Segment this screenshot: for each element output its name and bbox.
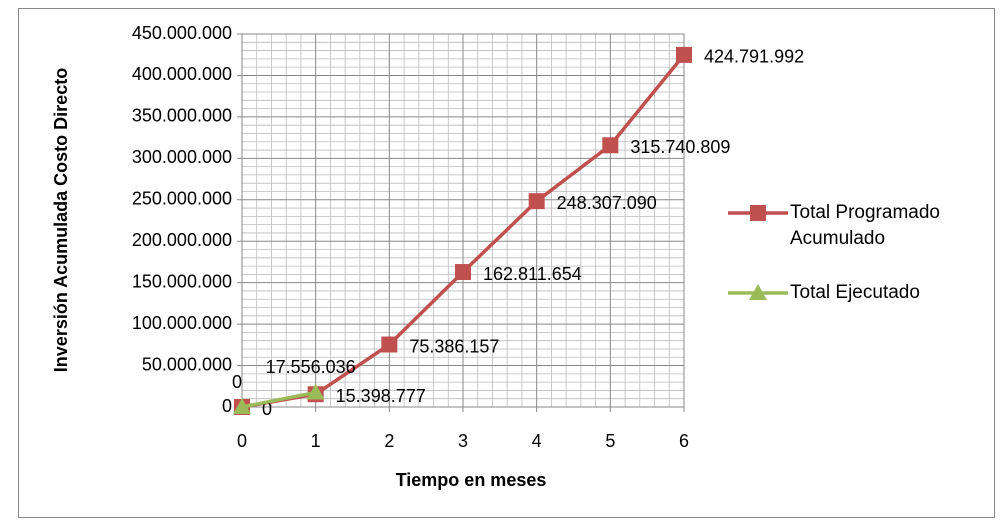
x-tick-label: 5 [605, 431, 615, 451]
x-tick-label: 0 [237, 431, 247, 451]
chart-frame [18, 8, 995, 518]
x-tick-label: 2 [384, 431, 394, 451]
y-tick-label: 50.000.000 [142, 354, 232, 374]
y-tick-label: 350.000.000 [132, 106, 232, 126]
marker [233, 398, 251, 414]
legend-label: Total Ejecutado [790, 282, 920, 303]
marker [306, 383, 325, 400]
y-tick-label: 250.000.000 [132, 189, 232, 209]
y-tick-label: 0 [222, 396, 232, 416]
marker [381, 336, 398, 353]
data-label: 0 [232, 372, 242, 392]
data-label: 424.791.992 [704, 47, 804, 67]
x-axis-title: Tiempo en meses [396, 470, 547, 490]
y-tick-label: 400.000.000 [132, 64, 232, 84]
marker [455, 264, 471, 281]
marker [750, 205, 766, 221]
data-label: 248.307.090 [557, 193, 657, 213]
marker [676, 46, 692, 63]
y-tick-label: 450.000.000 [132, 23, 232, 43]
data-label: 15.398.777 [336, 386, 426, 406]
y-tick-label: 150.000.000 [132, 271, 232, 291]
y-tick-label: 100.000.000 [132, 313, 232, 333]
data-label: 75.386.157 [409, 336, 499, 356]
x-tick-label: 3 [458, 431, 468, 451]
y-tick-label: 200.000.000 [132, 230, 232, 250]
y-tick-label: 300.000.000 [132, 147, 232, 167]
x-tick-label: 4 [532, 431, 542, 451]
legend-label: Total Programado Acumulado [790, 202, 940, 249]
data-label: 315.740.809 [630, 137, 730, 157]
x-tick-label: 1 [311, 431, 321, 451]
data-label: 0 [262, 399, 272, 419]
y-axis-title: Inversión Acumulada Costo Directo [51, 68, 71, 372]
series-line [241, 390, 317, 409]
x-tick-label: 6 [679, 431, 689, 451]
marker [528, 193, 545, 210]
marker [749, 284, 767, 300]
data-label: 162.811.654 [483, 264, 582, 284]
data-label: 17.556.036 [266, 357, 356, 377]
marker [602, 137, 619, 154]
